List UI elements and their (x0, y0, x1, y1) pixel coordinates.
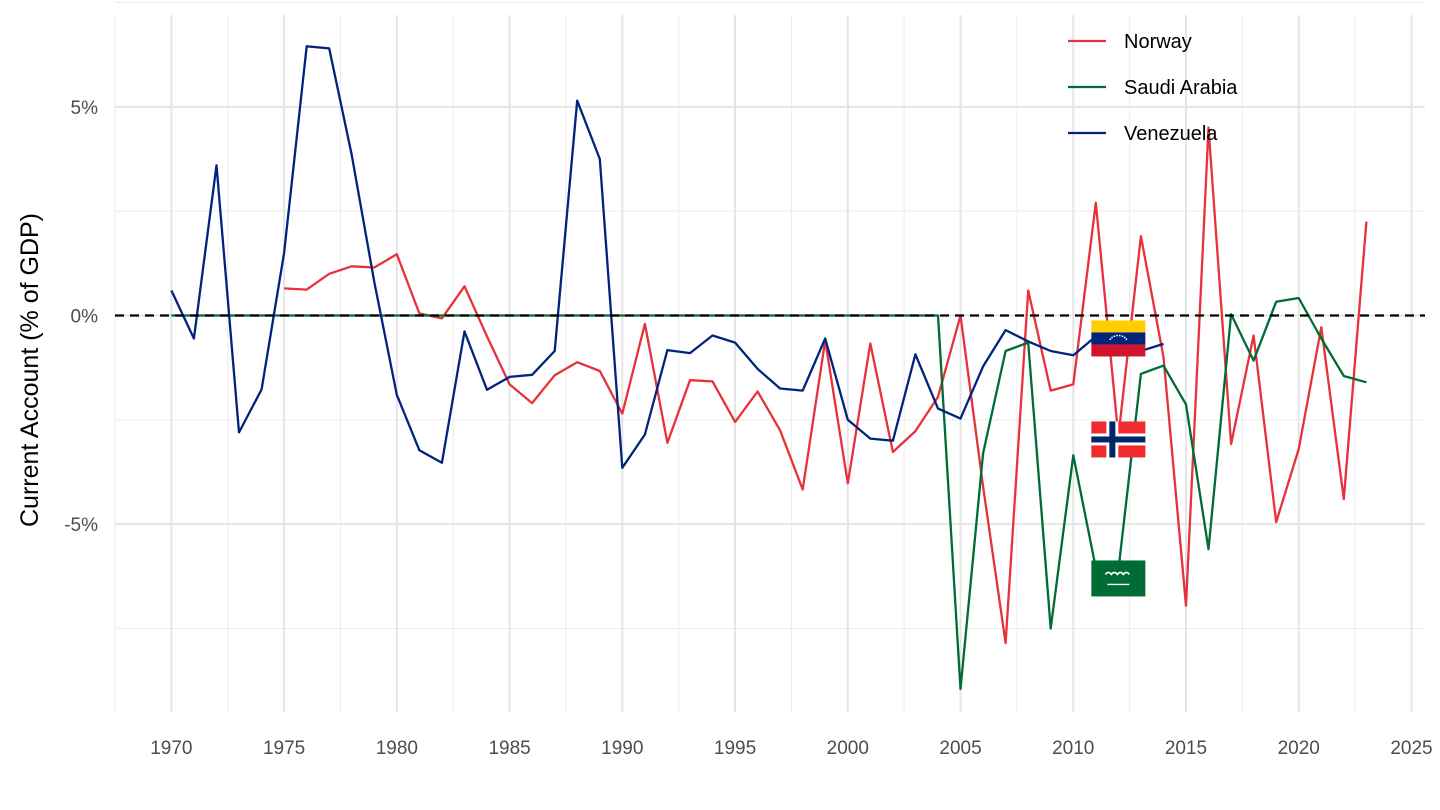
legend-item: Saudi Arabia (1068, 77, 1238, 99)
venezuela-flag-icon (1091, 320, 1146, 357)
x-tick-label: 1985 (488, 738, 530, 759)
legend-item: Venezuela (1068, 123, 1218, 145)
x-tick-label: 2025 (1390, 738, 1432, 759)
y-axis-ticks: 5% 0% -5% (64, 98, 98, 536)
flags-layer (1091, 320, 1146, 597)
legend: Norway Saudi Arabia Venezuela (1068, 31, 1238, 145)
x-tick-label: 2015 (1165, 738, 1207, 759)
series-line-norway (284, 126, 1368, 645)
saudi-arabia-flag-icon (1091, 560, 1146, 597)
series-line-venezuela (170, 45, 1164, 469)
x-tick-label: 1970 (150, 738, 192, 759)
x-tick-label: 2000 (827, 738, 869, 759)
y-tick-label: -5% (64, 515, 98, 536)
legend-label: Saudi Arabia (1124, 77, 1238, 99)
x-tick-label: 2010 (1052, 738, 1094, 759)
x-tick-label: 2005 (939, 738, 981, 759)
legend-item: Norway (1068, 31, 1192, 53)
legend-label: Norway (1124, 31, 1192, 53)
norway-flag-icon (1091, 421, 1146, 458)
x-tick-label: 1990 (601, 738, 643, 759)
x-axis-ticks: 1970 1975 1980 1985 1990 1995 2000 2005 2010 2015… (150, 738, 1432, 759)
legend-label: Venezuela (1124, 123, 1218, 145)
x-tick-label: 1980 (376, 738, 418, 759)
x-tick-label: 1995 (714, 738, 756, 759)
x-tick-label: 1975 (263, 738, 305, 759)
y-axis-title: Current Account (% of GDP) (16, 213, 44, 527)
series-line-saudi-arabia (171, 296, 1367, 691)
y-tick-label: 5% (71, 98, 99, 119)
y-tick-label: 0% (71, 307, 99, 328)
x-tick-label: 2020 (1278, 738, 1320, 759)
grid (114, 1, 1425, 712)
